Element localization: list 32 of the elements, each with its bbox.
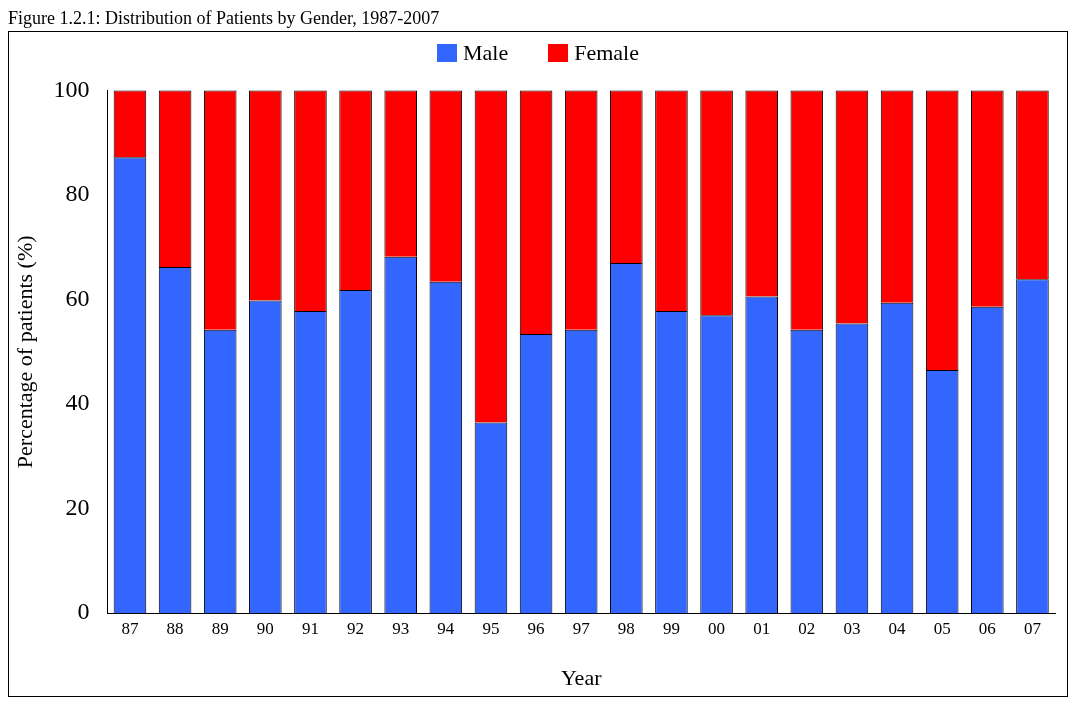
x-tick-label: 90 xyxy=(256,618,274,638)
x-tick-label: 07 xyxy=(1023,618,1042,638)
x-axis-title: Year xyxy=(560,664,603,690)
legend-label: Male xyxy=(463,40,509,66)
x-tick-label: 01 xyxy=(753,618,771,638)
x-tick-label: 96 xyxy=(527,618,545,638)
x-tick-label: 98 xyxy=(617,618,635,638)
x-tick-label: 94 xyxy=(437,618,455,638)
y-tick-label: 80 xyxy=(65,180,90,207)
x-tick-label: 95 xyxy=(482,618,500,638)
legend-label: Female xyxy=(574,40,639,66)
y-tick-label: 60 xyxy=(65,284,90,311)
x-tick-label: 06 xyxy=(978,618,996,638)
x-tick-label: 91 xyxy=(301,618,319,638)
x-tick-label: 89 xyxy=(211,618,229,638)
y-tick-label: 0 xyxy=(77,598,90,625)
x-tick-label: 93 xyxy=(392,618,410,638)
y-tick-label: 40 xyxy=(65,389,90,416)
x-tick-label: 02 xyxy=(798,618,816,638)
x-tick-label: 00 xyxy=(708,618,726,638)
y-tick-label: 20 xyxy=(65,493,90,520)
x-tick-label: 03 xyxy=(843,618,861,638)
y-tick-label: 100 xyxy=(53,75,90,102)
x-tick-label: 92 xyxy=(347,618,365,638)
x-tick-label: 99 xyxy=(662,618,680,638)
x-tick-label: 05 xyxy=(933,618,951,638)
x-tick-label: 87 xyxy=(121,618,139,638)
x-tick-label: 88 xyxy=(166,618,184,638)
chart-title: Figure 1.2.1: Distribution of Patients by Gender, 1987-2007 xyxy=(8,8,441,29)
y-axis-title: Percentage of patients (%) xyxy=(11,235,37,469)
x-tick-label: 04 xyxy=(888,618,907,638)
x-tick-label: 97 xyxy=(572,618,591,638)
